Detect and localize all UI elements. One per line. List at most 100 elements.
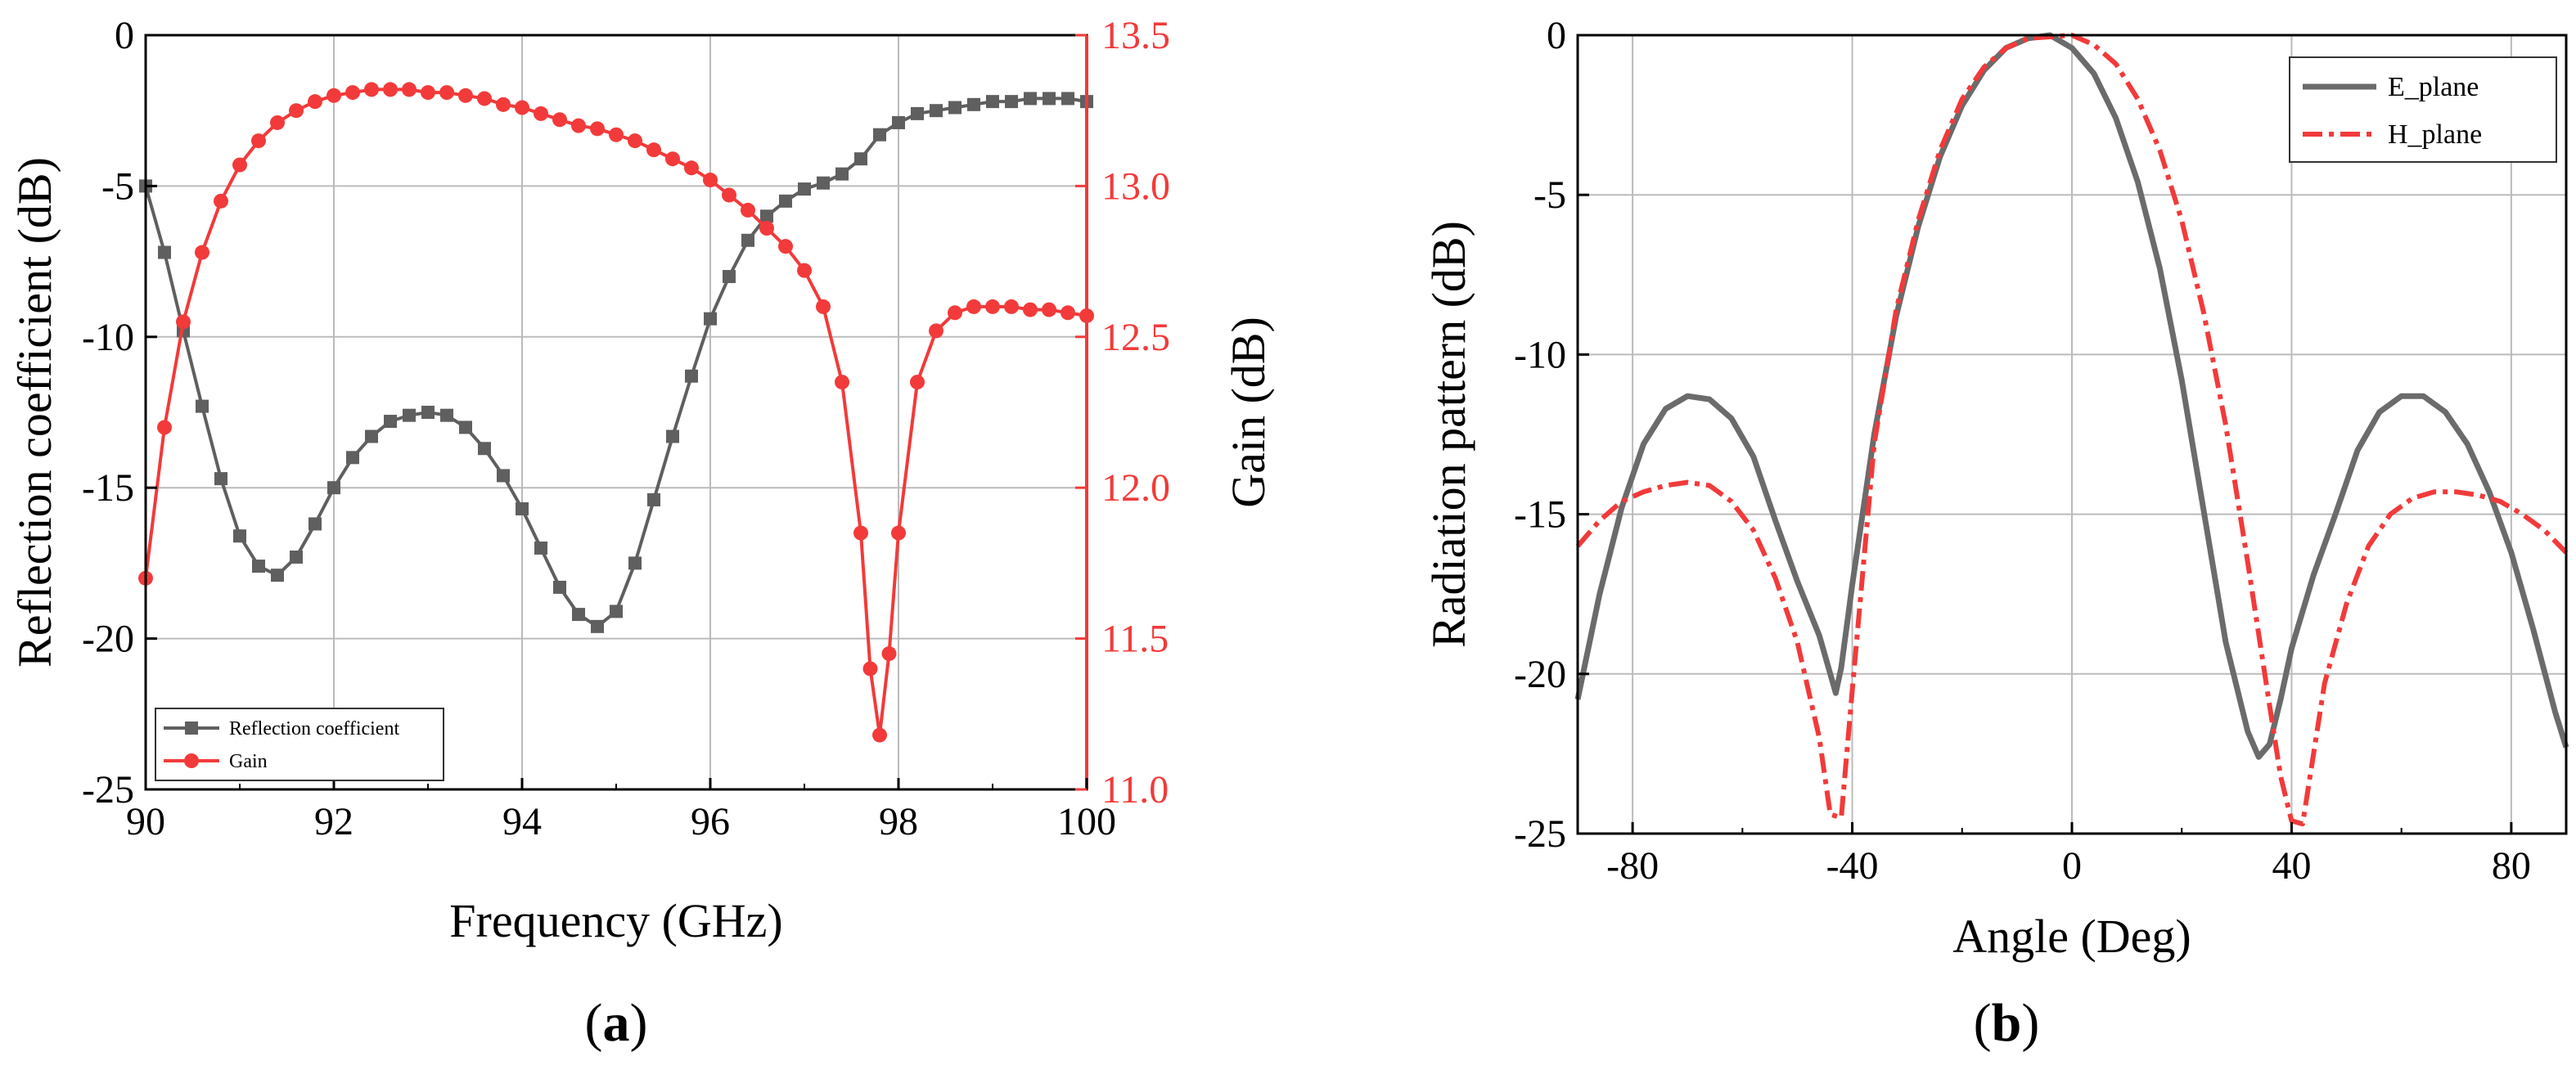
chart-b-x-tick-label: -40 [1826,844,1879,888]
series-reflection-point [572,608,585,622]
chart-a-x-tick-label: 96 [691,800,730,843]
series-gain-point [609,127,624,142]
series-gain-point [835,375,849,390]
series-gain-point [628,133,642,149]
chart-b-y-tick-label: -15 [1514,493,1566,537]
series-gain-point [214,193,228,209]
series-gain-point [797,263,812,278]
series-e-plane-line [1574,32,2569,760]
series-reflection-point [534,541,547,555]
chart-a-y2-tick-label: 13.5 [1101,14,1170,57]
chart-b-y-tick-label: -20 [1514,653,1566,696]
chart-a-x-tick-label: 90 [126,800,165,843]
series-reflection-point [290,551,303,564]
chart-b-y-axis-title: Radiation pattern (dB) [1422,221,1475,648]
chart-a-y-tick-label: -10 [82,316,134,359]
chart-a-x-tick-labels: 90 92 94 96 98 100 [126,800,1116,843]
series-gain-point [534,106,548,121]
series-reflection-point [384,415,397,429]
series-gain-point [1042,302,1056,317]
chart-a-y-tick-labels: 0 -5 -10 -15 -20 -25 [82,14,134,812]
series-reflection-point [459,420,472,434]
series-reflection-point [723,270,736,284]
series-reflection-point [779,194,792,208]
series-gain-point [157,420,172,435]
series-reflection-point [892,115,905,129]
series-gain-point [402,82,417,97]
chart-a-y-tick-label: -15 [82,466,134,510]
chart-b-caption-open: ( [1974,993,1992,1053]
series-gain-point [722,187,736,203]
chart-b-y-tick-label: 0 [1547,14,1566,57]
series-gain-point [477,91,492,106]
series-reflection-point [365,429,378,443]
series-gain-point [590,121,605,137]
chart-b-caption-close: ) [2021,993,2039,1053]
chart-a-ticks [144,34,1088,791]
chart-a-caption-letter: a [603,993,630,1053]
series-gain-point [552,112,567,128]
chart-b-caption: (b) [1974,993,2040,1053]
chart-b-y-tick-label: -25 [1514,812,1566,856]
series-reflection-point [1024,92,1037,106]
series-reflection-point [196,399,209,413]
series-reflection-line [144,97,1088,629]
chart-b: -80 -40 0 40 80 0 -5 -10 -15 -20 -25 Ang… [1422,14,2569,1053]
series-gain-point [862,661,878,677]
series-reflection-point [252,560,265,573]
series-gain-point [853,525,868,541]
chart-b-y-tick-label: -5 [1533,173,1566,217]
series-gain-point [646,142,661,158]
chart-a-legend-marker-gain [184,753,199,768]
series-reflection-point [930,104,943,118]
series-gain-point [759,221,774,236]
series-reflection-point [911,106,924,120]
series-gain-point [881,646,897,662]
chart-a-caption: (a) [585,993,648,1053]
chart-a-legend-label-reflection: Reflection coefficient [229,718,399,740]
series-gain-point [1023,302,1038,317]
series-reflection-point [948,101,961,115]
series-reflection-point [327,481,340,495]
series-reflection-point [666,429,679,443]
chart-a-x-tick-label: 92 [314,800,354,843]
chart-a-y2-tick-label: 11.5 [1101,618,1169,661]
series-reflection-point [478,442,491,456]
series-h-plane-line [1575,33,2569,827]
series-reflection-point [1043,92,1056,106]
series-gain-point [195,245,209,260]
chart-a-y2-tick-label: 12.5 [1101,316,1170,359]
series-reflection-point [497,469,510,483]
series-reflection-point [440,408,453,422]
series-reflection-point [591,619,604,633]
series-gain-point [251,133,266,149]
chart-a-x-axis-title: Frequency (GHz) [449,894,782,947]
series-reflection-point [854,152,867,166]
series-reflection-point [704,312,717,326]
chart-a: 90 92 94 96 98 100 0 -5 -10 -15 -20 -25 … [8,14,1275,1053]
chart-a-legend: Reflection coefficient Gain [155,708,444,781]
series-gain-point [515,100,529,115]
chart-a-legend-label-gain: Gain [229,751,268,772]
series-gain-point [1004,299,1019,314]
series-gain-point [571,118,586,133]
series-reflection-point [685,369,698,383]
series-reflection-point [628,556,642,570]
series-reflection-point [233,529,246,543]
chart-a-y-tick-label: -5 [101,164,134,208]
series-reflection-point [647,492,660,506]
series-gain-point [308,94,322,110]
series-gain-point [985,299,1000,314]
series-reflection-point [214,472,227,486]
series-gain-point [966,299,981,314]
chart-a-frame [144,34,1088,791]
series-reflection-point [271,569,284,582]
series-gain-point [345,85,360,101]
chart-a-caption-open: ( [585,993,603,1053]
series-gain-point [910,375,925,390]
series-reflection-point [817,176,830,190]
series-reflection-point [421,406,435,419]
series-reflection-point [516,502,529,516]
chart-a-y-axis-title: Reflection coefficient (dB) [8,157,61,668]
